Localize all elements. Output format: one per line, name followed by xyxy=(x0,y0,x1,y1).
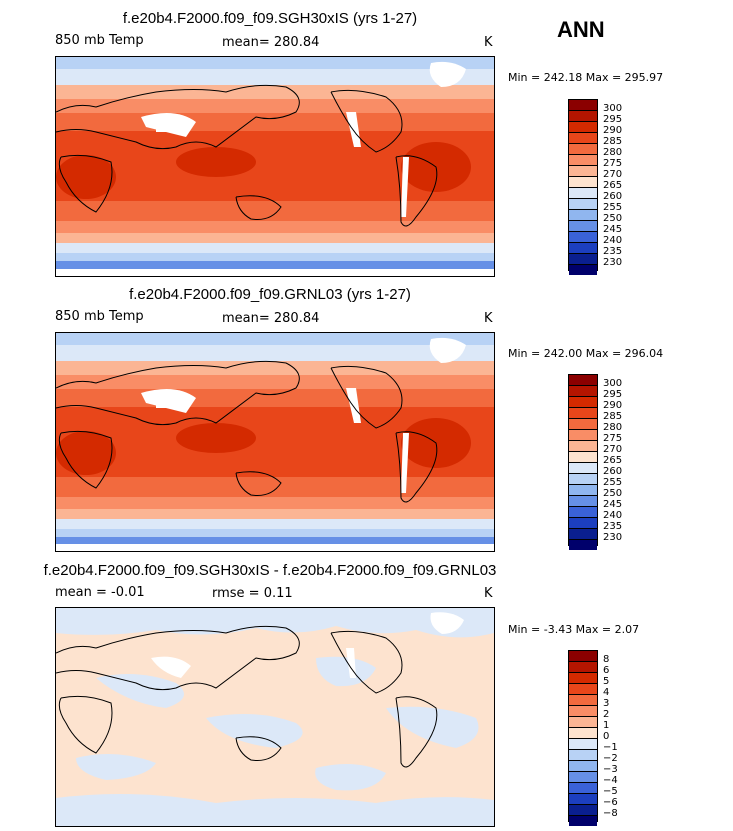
colorbar-tick-label: 6 xyxy=(603,665,610,676)
panel-2-units: K xyxy=(484,311,493,326)
colorbar-tick-label: 245 xyxy=(603,224,623,235)
panel-3-minmax: Min = -3.43 Max = 2.07 xyxy=(508,623,640,636)
panel-1-minmax: Min = 242.18 Max = 295.97 xyxy=(508,71,664,84)
panel-2-left-label: 850 mb Temp xyxy=(55,309,144,324)
colorbar-tick-label: 250 xyxy=(603,488,623,499)
colorbar-tick-label: 0 xyxy=(603,731,610,742)
panel-2-title: f.e20b4.F2000.f09_f09.GRNL03 (yrs 1-27) xyxy=(129,286,411,303)
colorbar-tick-label: 285 xyxy=(603,136,623,147)
panel-1-center-label: mean= 280.84 xyxy=(222,35,320,50)
colorbar-tick-label: 300 xyxy=(603,103,623,114)
panel-3-units: K xyxy=(484,586,493,601)
colorbar-tick-label: 270 xyxy=(603,444,623,455)
colorbar-tick-label: 255 xyxy=(603,477,623,488)
colorbar-tick-label: 265 xyxy=(603,180,623,191)
colorbar-tick-label: 240 xyxy=(603,235,623,246)
colorbar-tick-label: 295 xyxy=(603,389,623,400)
colorbar-tick-label: −8 xyxy=(603,808,618,819)
colorbar-tick-label: −5 xyxy=(603,786,618,797)
panel-2-center-label: mean= 280.84 xyxy=(222,311,320,326)
colorbar-tick-label: 285 xyxy=(603,411,623,422)
panel-2-colorbar xyxy=(568,374,598,550)
colorbar-tick-label: 2 xyxy=(603,709,610,720)
colorbar-tick-label: 250 xyxy=(603,213,623,224)
panel-1-map xyxy=(55,56,495,277)
colorbar-tick-label: 240 xyxy=(603,510,623,521)
colorbar-tick-label: 245 xyxy=(603,499,623,510)
colorbar-tick-label: 8 xyxy=(603,654,610,665)
colorbar-tick-label: 235 xyxy=(603,521,623,532)
panel-2-map xyxy=(55,332,495,552)
colorbar-tick-label: 260 xyxy=(603,466,623,477)
colorbar-tick-label: 280 xyxy=(603,147,623,158)
colorbar-tick-label: 290 xyxy=(603,400,623,411)
colorbar-tick-label: 5 xyxy=(603,676,610,687)
panel-3-left-label: mean = -0.01 xyxy=(55,585,145,600)
colorbar-tick-label: 290 xyxy=(603,125,623,136)
colorbar-tick-label: −4 xyxy=(603,775,618,786)
colorbar-tick-label: 255 xyxy=(603,202,623,213)
panel-3-center-label: rmse = 0.11 xyxy=(212,586,293,601)
colorbar-tick-label: 230 xyxy=(603,532,623,543)
panel-1-title: f.e20b4.F2000.f09_f09.SGH30xIS (yrs 1-27… xyxy=(122,10,418,27)
colorbar-tick-label: 230 xyxy=(603,257,623,268)
colorbar-tick-label: 280 xyxy=(603,422,623,433)
panel-3-colorbar xyxy=(568,650,598,826)
colorbar-tick-label: 265 xyxy=(603,455,623,466)
season-label: ANN xyxy=(557,17,605,42)
colorbar-tick-label: −1 xyxy=(603,742,618,753)
colorbar-tick-label: 235 xyxy=(603,246,623,257)
colorbar-tick-label: −2 xyxy=(603,753,618,764)
panel-3-title: f.e20b4.F2000.f09_f09.SGH30xIS - f.e20b4… xyxy=(43,562,497,579)
colorbar-tick-label: 295 xyxy=(603,114,623,125)
colorbar-tick-label: 3 xyxy=(603,698,610,709)
colorbar-tick-label: 275 xyxy=(603,433,623,444)
colorbar-tick-label: 4 xyxy=(603,687,610,698)
panel-1-left-label: 850 mb Temp xyxy=(55,33,144,48)
colorbar-tick-label: 260 xyxy=(603,191,623,202)
panel-1-colorbar xyxy=(568,99,598,275)
panel-1-units: K xyxy=(484,35,493,50)
colorbar-tick-label: 270 xyxy=(603,169,623,180)
colorbar-tick-label: −3 xyxy=(603,764,618,775)
colorbar-tick-label: 275 xyxy=(603,158,623,169)
colorbar-tick-label: 1 xyxy=(603,720,610,731)
colorbar-tick-label: 300 xyxy=(603,378,623,389)
panel-2-minmax: Min = 242.00 Max = 296.04 xyxy=(508,347,664,360)
panel-3-map xyxy=(55,607,495,827)
colorbar-tick-label: −6 xyxy=(603,797,618,808)
